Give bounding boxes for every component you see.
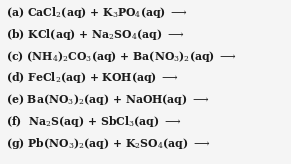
Text: (f)  Na$_2$S(aq) + SbCl$_3$(aq) $\longrightarrow$: (f) Na$_2$S(aq) + SbCl$_3$(aq) $\longrig… bbox=[6, 114, 182, 129]
Text: (e) Ba(NO$_3$)$_2$(aq) + NaOH(aq) $\longrightarrow$: (e) Ba(NO$_3$)$_2$(aq) + NaOH(aq) $\long… bbox=[6, 92, 210, 107]
Text: (b) KCl(aq) + Na$_2$SO$_4$(aq) $\longrightarrow$: (b) KCl(aq) + Na$_2$SO$_4$(aq) $\longrig… bbox=[6, 27, 184, 42]
Text: (g) Pb(NO$_3$)$_2$(aq) + K$_2$SO$_4$(aq) $\longrightarrow$: (g) Pb(NO$_3$)$_2$(aq) + K$_2$SO$_4$(aq)… bbox=[6, 136, 210, 151]
Text: (d) FeCl$_2$(aq) + KOH(aq) $\longrightarrow$: (d) FeCl$_2$(aq) + KOH(aq) $\longrightar… bbox=[6, 70, 179, 85]
Text: (a) CaCl$_2$(aq) + K$_3$PO$_4$(aq) $\longrightarrow$: (a) CaCl$_2$(aq) + K$_3$PO$_4$(aq) $\lon… bbox=[6, 5, 188, 20]
Text: (c) (NH$_4$)$_2$CO$_3$(aq) + Ba(NO$_3$)$_2$(aq) $\longrightarrow$: (c) (NH$_4$)$_2$CO$_3$(aq) + Ba(NO$_3$)$… bbox=[6, 49, 237, 63]
